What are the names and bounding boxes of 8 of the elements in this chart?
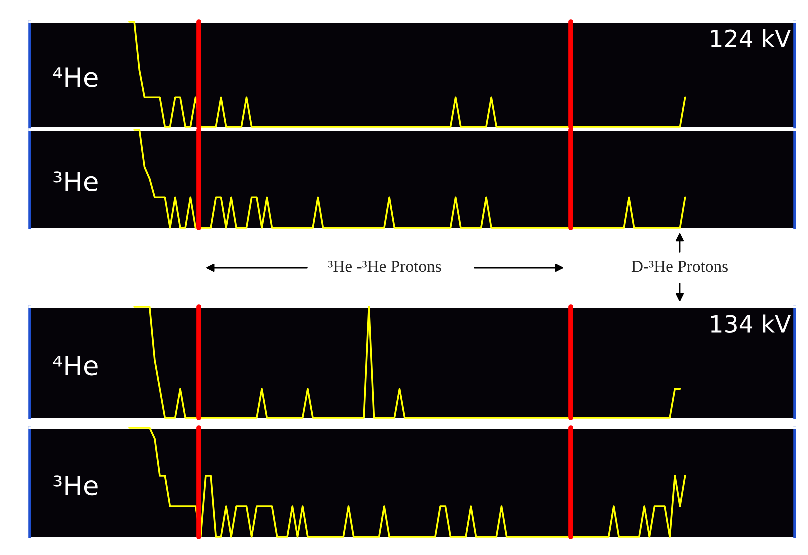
text: ⁴He (53, 356, 98, 376)
text: ³He (54, 172, 98, 192)
text: D-³He Protons (632, 261, 728, 272)
text: ⁴He (53, 68, 98, 88)
annotation: 134 kV (711, 314, 791, 334)
text: ³He (54, 476, 98, 496)
text: ³He -³He Protons (328, 261, 442, 272)
annotation: 124 kV (711, 29, 791, 48)
